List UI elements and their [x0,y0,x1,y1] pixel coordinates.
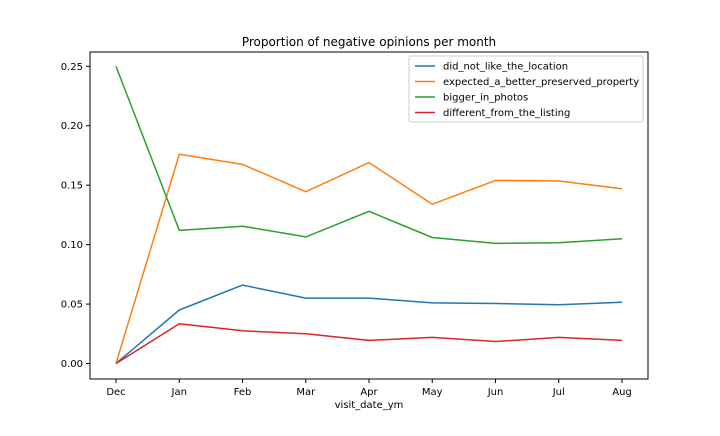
series-line-expected-a-better-preserved-property [115,153,623,364]
y-tick-label: 0.00 [61,359,83,370]
y-tick-label: 0.10 [61,240,83,251]
legend-label: expected_a_better_preserved_property [443,77,639,88]
x-axis: Dec Jan Feb Mar Apr May Jun Jul Aug [106,379,632,398]
x-tick-label: Jul [552,387,565,398]
x-tick-label: Jun [487,387,504,398]
x-tick-label: May [422,387,443,398]
x-tick-label: Dec [106,387,125,398]
legend: did_not_like_the_location expected_a_bett… [408,55,644,123]
series-line-different-from-the-listing [115,322,623,365]
legend-label: different_from_the_listing [443,108,570,119]
x-tick-label: Feb [234,387,252,398]
x-axis-label: visit_date_ym [335,400,404,411]
legend-box [408,55,644,123]
y-tick-label: 0.15 [61,181,83,192]
series-line-bigger-in-photos [115,66,623,245]
y-tick-label: 0.20 [61,121,83,132]
series-lines [115,66,623,365]
x-tick-label: Mar [296,387,316,398]
x-tick-label: Jan [171,387,187,398]
y-axis: 0.00 0.05 0.10 0.15 0.20 0.25 [61,62,90,370]
x-tick-label: Aug [612,387,632,398]
chart-title: Proportion of negative opinions per mont… [242,35,496,49]
legend-label: did_not_like_the_location [443,62,568,73]
y-tick-label: 0.25 [61,62,83,73]
series-line-did-not-like-the-location [115,284,623,365]
y-tick-label: 0.05 [61,300,83,311]
legend-label: bigger_in_photos [443,93,528,104]
x-tick-label: Apr [360,387,378,398]
